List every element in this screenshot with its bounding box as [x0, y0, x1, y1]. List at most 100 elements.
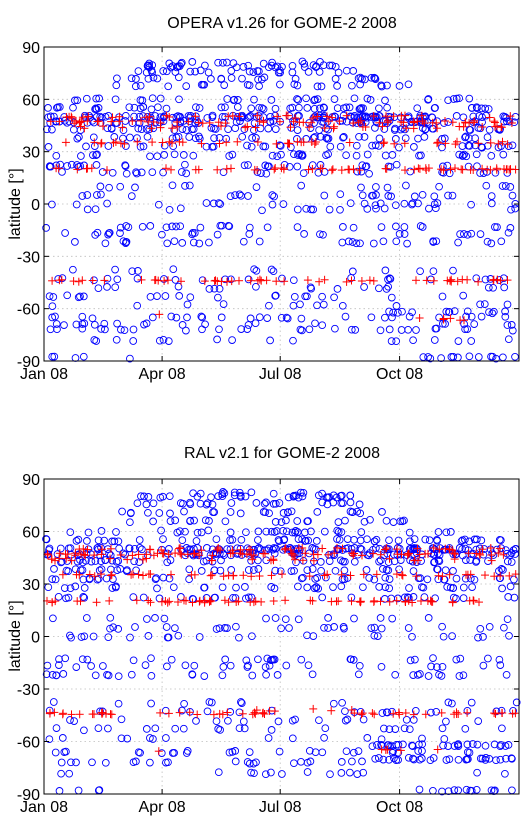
plus-point — [445, 570, 454, 579]
circle-point — [190, 661, 199, 670]
circle-point — [249, 566, 258, 574]
circle-point — [265, 301, 273, 310]
plus-point — [461, 118, 470, 127]
circle-point — [247, 593, 256, 602]
circle-point — [262, 614, 270, 623]
plus-point — [507, 119, 516, 127]
plus-point — [369, 597, 378, 606]
circle-point — [318, 498, 327, 507]
x-tick-label: Oct 08 — [376, 366, 423, 383]
circle-point — [57, 558, 65, 567]
circle-point — [144, 493, 153, 501]
circle-point — [501, 307, 509, 316]
plus-point — [252, 706, 261, 715]
circle-point — [414, 199, 422, 208]
plus-point — [401, 709, 410, 717]
plus-point — [372, 570, 381, 579]
circle-point — [165, 492, 174, 501]
plot-frame — [43, 478, 520, 795]
circle-point — [358, 757, 366, 766]
circle-point — [49, 614, 57, 623]
circle-point — [186, 67, 195, 76]
circle-point — [197, 312, 206, 321]
circle-point — [400, 724, 409, 733]
circle-point — [429, 654, 437, 662]
plus-point — [177, 550, 186, 559]
circle-point — [347, 113, 356, 121]
plus-point — [422, 276, 431, 285]
circle-point — [262, 527, 271, 536]
plus-point — [90, 710, 98, 719]
plus-point — [376, 550, 385, 559]
circle-point — [382, 285, 391, 293]
circle-point — [488, 309, 497, 318]
circle-point — [80, 726, 88, 735]
circle-point — [149, 73, 158, 82]
circle-point — [290, 150, 298, 159]
circle-point — [309, 134, 318, 142]
circle-point — [304, 536, 313, 545]
circle-point — [346, 507, 355, 516]
circle-point — [153, 152, 162, 161]
circle-point — [42, 125, 51, 134]
circle-point — [252, 282, 260, 291]
plus-point — [361, 123, 370, 131]
plus-point — [433, 745, 442, 754]
circle-point — [454, 337, 463, 345]
circle-point — [508, 141, 517, 150]
circle-point — [146, 222, 155, 230]
circle-point — [78, 312, 87, 321]
circle-point — [192, 537, 201, 545]
circle-point — [348, 238, 357, 246]
circle-point — [267, 768, 275, 777]
circle-point — [207, 493, 215, 502]
circle-point — [218, 671, 227, 680]
circle-point — [424, 614, 433, 622]
circle-point — [127, 74, 136, 83]
circle-point — [280, 536, 288, 544]
circle-point — [139, 593, 148, 602]
circle-point — [288, 68, 297, 77]
circle-point — [133, 499, 142, 508]
circle-point — [228, 150, 237, 159]
plus-point — [238, 550, 247, 559]
plus-point — [478, 545, 487, 554]
circle-point — [293, 517, 302, 525]
circle-point — [190, 516, 198, 525]
plus-point — [433, 139, 441, 148]
circle-point — [309, 205, 318, 214]
circle-point — [510, 118, 519, 127]
circle-point — [226, 192, 235, 201]
circle-point — [170, 237, 179, 246]
plus-point — [168, 124, 177, 133]
plus-point — [389, 709, 398, 718]
circle-point — [179, 724, 188, 733]
circle-point — [431, 324, 440, 333]
circle-point — [268, 58, 276, 67]
plus-point — [206, 571, 215, 580]
circle-point — [106, 613, 115, 622]
circle-point — [452, 655, 461, 664]
circle-point — [498, 182, 507, 190]
circle-point — [217, 221, 226, 230]
circle-point — [66, 716, 74, 724]
plus-point — [149, 551, 158, 560]
circle-point — [461, 724, 470, 733]
circle-point — [53, 325, 61, 334]
circle-point — [250, 95, 258, 104]
circle-point — [208, 111, 217, 120]
circle-point — [268, 191, 277, 199]
circle-point — [92, 94, 101, 103]
circle-point — [93, 228, 102, 237]
circle-point — [437, 354, 445, 362]
circle-point — [42, 670, 51, 679]
plus-point — [167, 570, 175, 579]
circle-point — [401, 134, 410, 143]
circle-point — [182, 326, 190, 335]
circle-point — [454, 742, 463, 751]
plus-point — [413, 117, 422, 126]
circle-point — [448, 699, 456, 708]
circle-point — [308, 565, 317, 573]
circle-point — [104, 724, 112, 733]
circle-point — [69, 125, 78, 134]
